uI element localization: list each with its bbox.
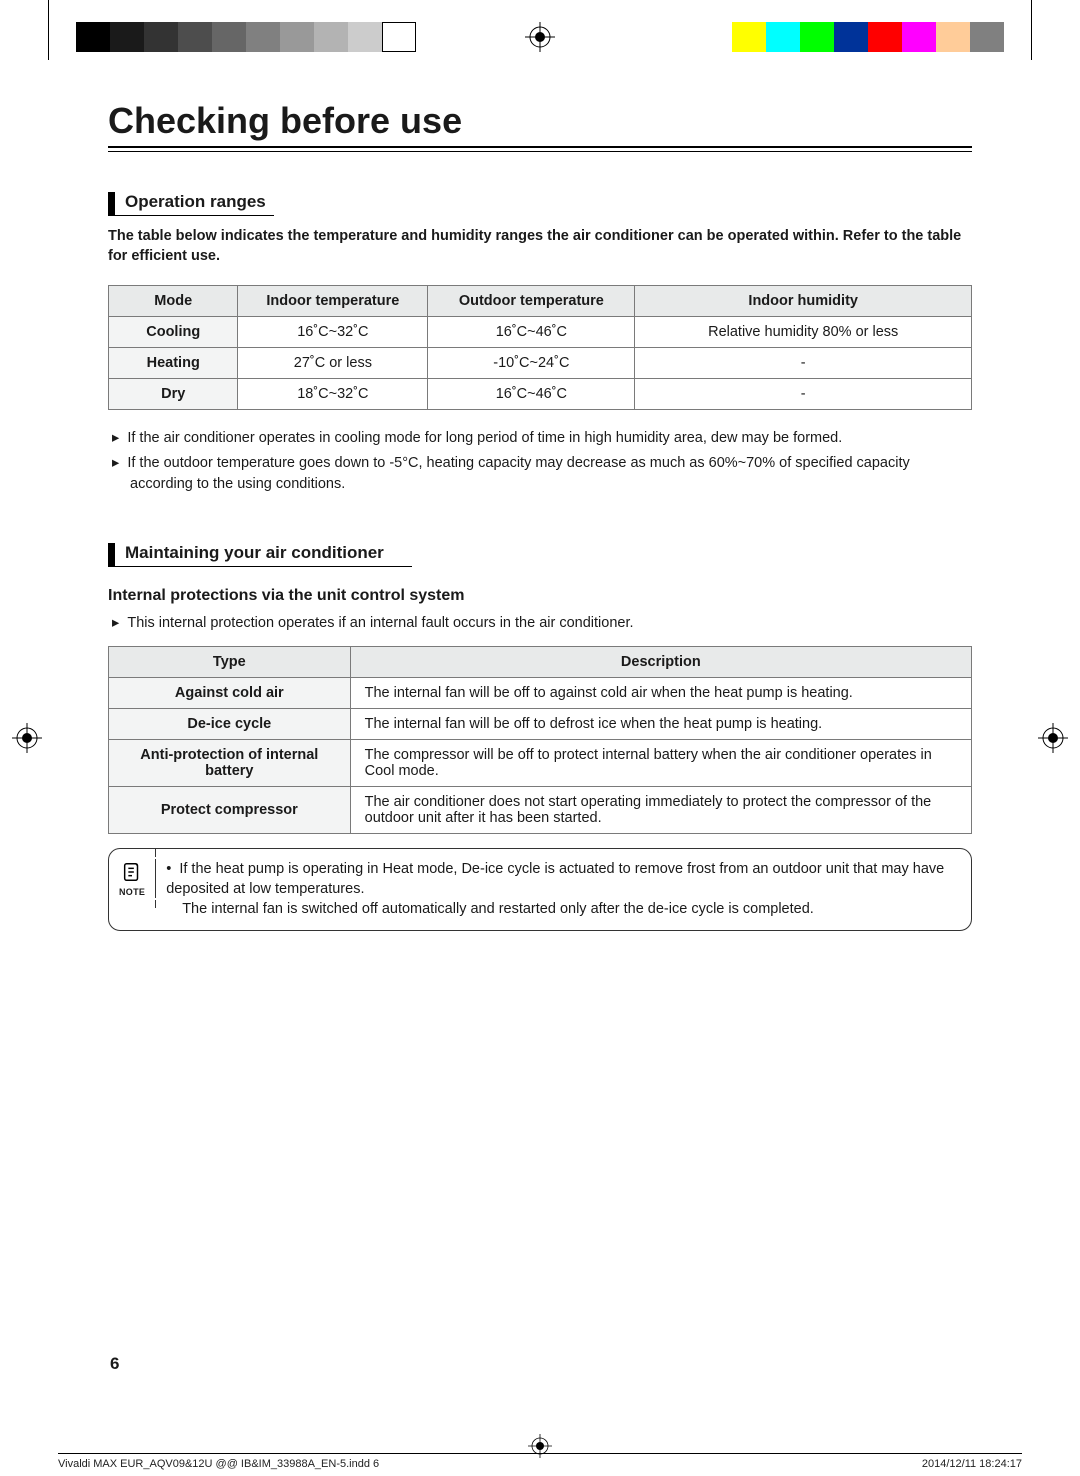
table-cell: Heating [109,347,238,378]
table-cell: The air conditioner does not start opera… [350,786,971,833]
table-row: Against cold airThe internal fan will be… [109,677,972,708]
grayscale-swatch [178,22,212,52]
registration-mark-icon [1038,723,1068,753]
note-line: The internal fan is switched off automat… [166,899,957,919]
subsection-heading: Internal protections via the unit contro… [108,587,972,605]
list-item: If the outdoor temperature goes down to … [112,453,972,495]
section-operation-ranges: Operation ranges The table below indicat… [108,192,972,495]
table-row: De-ice cycleThe internal fan will be off… [109,708,972,739]
table-cell: 18˚C~32˚C [238,378,428,409]
table-header: Indoor temperature [238,285,428,316]
color-swatch [902,22,936,52]
table-row: Anti-protection of internal batteryThe c… [109,739,972,786]
table-cell: The internal fan will be off to defrost … [350,708,971,739]
operation-ranges-table: ModeIndoor temperatureOutdoor temperatur… [108,285,972,410]
section-maintaining: Maintaining your air conditioner Interna… [108,543,972,931]
table-cell: 16˚C~32˚C [238,316,428,347]
table-cell: The compressor will be off to protect in… [350,739,971,786]
table-row: Protect compressorThe air conditioner do… [109,786,972,833]
color-swatch [732,22,766,52]
note-body: If the heat pump is operating in Heat mo… [166,859,957,920]
table-row: Heating27˚C or less-10˚C~24˚C- [109,347,972,378]
grayscale-swatch [110,22,144,52]
section-heading: Maintaining your air conditioner [108,543,412,567]
list-item: This internal protection operates if an … [112,613,972,634]
table-header: Description [350,646,971,677]
page-title: Checking before use [108,100,972,148]
note-label: NOTE [119,886,145,899]
table-header: Mode [109,285,238,316]
table-cell: Protect compressor [109,786,351,833]
footer-timestamp: 2014/12/11 18:24:17 [922,1458,1022,1470]
operation-notes-list: If the air conditioner operates in cooli… [112,428,972,495]
table-cell: -10˚C~24˚C [428,347,635,378]
table-cell: The internal fan will be off to against … [350,677,971,708]
color-swatch [936,22,970,52]
table-row: Dry18˚C~32˚C16˚C~46˚C- [109,378,972,409]
table-row: Cooling16˚C~32˚C16˚C~46˚CRelative humidi… [109,316,972,347]
list-item: If the air conditioner operates in cooli… [112,428,972,449]
table-cell: Against cold air [109,677,351,708]
table-cell: Cooling [109,316,238,347]
grayscale-swatch [314,22,348,52]
table-cell: 27˚C or less [238,347,428,378]
table-cell: Dry [109,378,238,409]
note-icon [121,861,143,883]
table-cell: Relative humidity 80% or less [635,316,972,347]
table-header: Outdoor temperature [428,285,635,316]
section-intro: The table below indicates the temperatur… [108,226,972,267]
footer-filename: Vivaldi MAX EUR_AQV09&12U @@ IB&IM_33988… [58,1458,379,1470]
color-swatch [834,22,868,52]
table-cell: 16˚C~46˚C [428,378,635,409]
table-cell: 16˚C~46˚C [428,316,635,347]
color-swatch [766,22,800,52]
registration-mark-icon [528,1434,552,1458]
section-heading: Operation ranges [108,192,274,216]
table-header: Indoor humidity [635,285,972,316]
page-content: Checking before use Operation ranges The… [108,100,972,1376]
grayscale-swatch [212,22,246,52]
grayscale-swatch [382,22,416,52]
color-swatch [868,22,902,52]
note-icon-column: NOTE [119,859,156,899]
color-swatch [800,22,834,52]
table-cell: - [635,378,972,409]
protection-intro-list: This internal protection operates if an … [112,613,972,634]
grayscale-swatch [246,22,280,52]
footer-rule [58,1453,1022,1454]
registration-mark-icon [12,723,42,753]
grayscale-swatch [76,22,110,52]
table-cell: Anti-protection of internal battery [109,739,351,786]
table-header: Type [109,646,351,677]
protections-table: TypeDescription Against cold airThe inte… [108,646,972,834]
note-line: If the heat pump is operating in Heat mo… [166,859,957,900]
registration-mark-icon [525,22,555,52]
grayscale-swatch [348,22,382,52]
note-box: NOTE If the heat pump is operating in He… [108,848,972,931]
page-number: 6 [110,1354,119,1374]
table-cell: De-ice cycle [109,708,351,739]
grayscale-swatch [144,22,178,52]
grayscale-swatch [280,22,314,52]
table-cell: - [635,347,972,378]
color-swatch [970,22,1004,52]
